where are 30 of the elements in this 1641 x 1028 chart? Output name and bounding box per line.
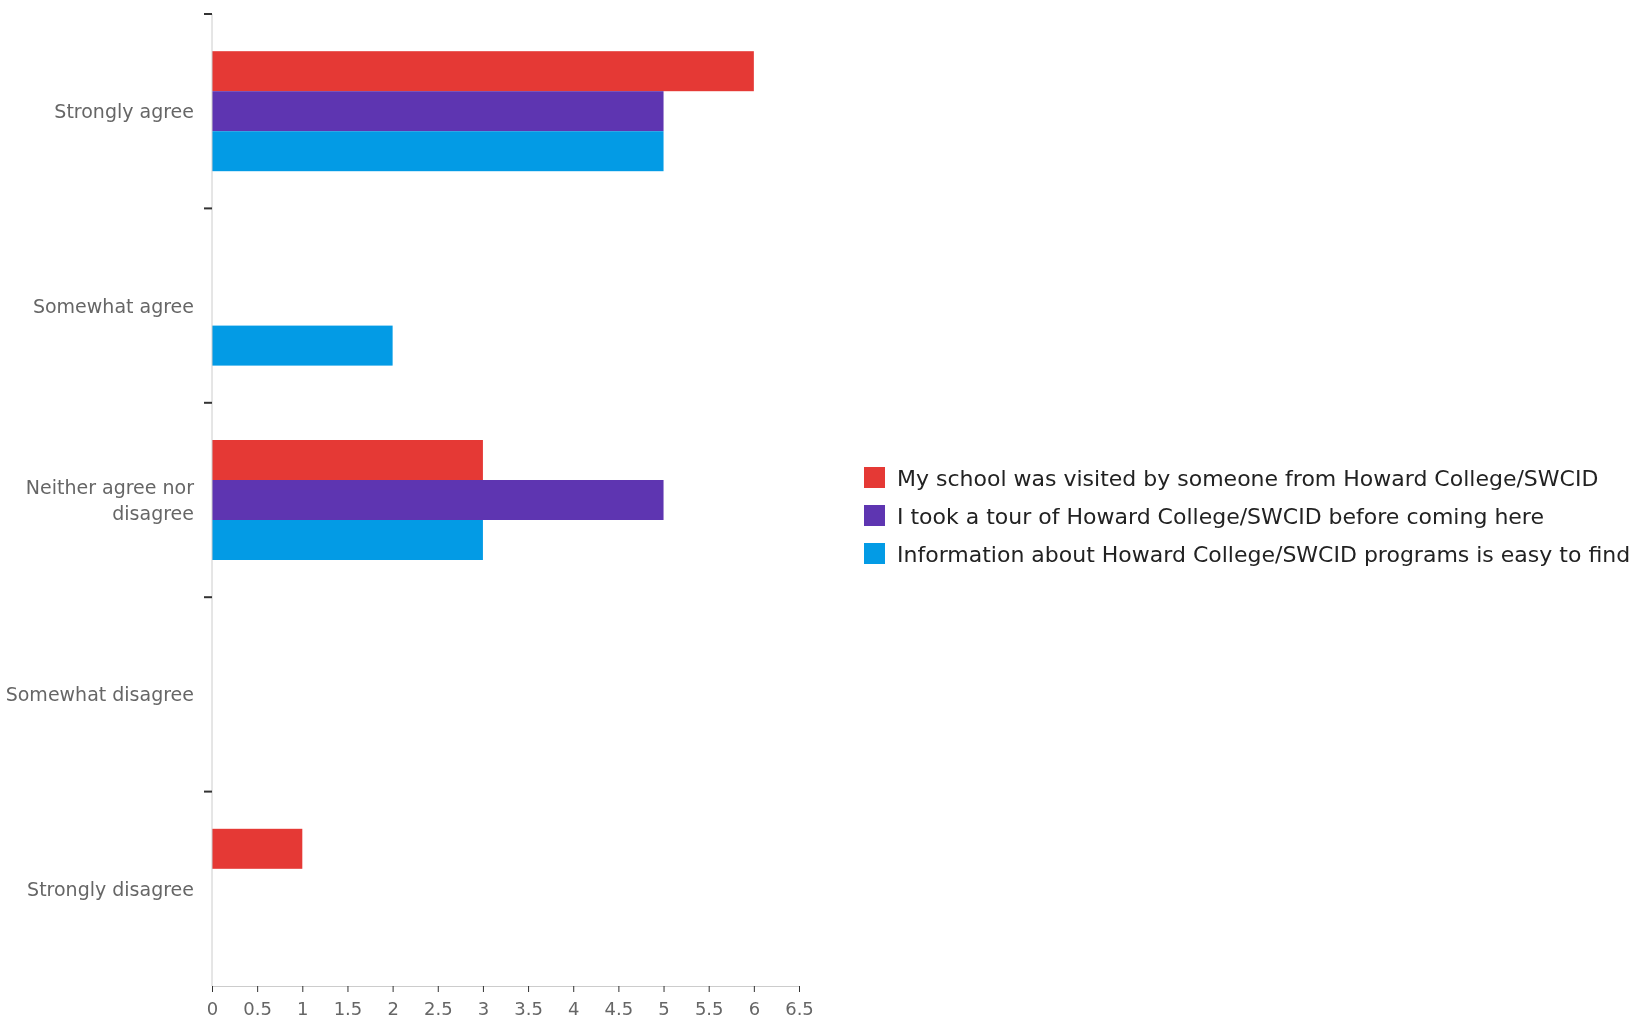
y-tick-label: Somewhat disagree [5, 683, 194, 706]
x-tick-label: 4 [568, 997, 580, 1019]
bar [212, 325, 393, 366]
y-tick-label: Strongly agree [54, 100, 194, 123]
y-tick-label: Neither agree nor disagree [25, 476, 195, 524]
bar [212, 520, 483, 560]
legend-label: I took a tour of Howard College/SWCID before coming here [897, 504, 1544, 529]
x-tick-label: 5 [658, 997, 670, 1019]
x-tick-label: 1.5 [333, 997, 363, 1019]
bar [212, 91, 664, 132]
x-tick-label: 3 [477, 997, 490, 1019]
bar [212, 51, 754, 92]
legend-label: Information about Howard College/SWCID programs is easy to find [897, 542, 1631, 567]
y-tick-label: Strongly disagree [27, 877, 194, 900]
x-tick-label: 6.5 [785, 997, 814, 1019]
y-tick-label: Somewhat agree [32, 294, 194, 317]
x-tick-label: 3.5 [514, 997, 543, 1019]
x-tick-label: 4.5 [604, 997, 634, 1019]
x-tick-label: 2 [387, 997, 399, 1019]
legend-label: My school was visited by someone from Howard College/SWCID [897, 466, 1599, 491]
x-tick-label: 6 [748, 997, 761, 1019]
x-tick-label: 5.5 [694, 997, 724, 1019]
bar [212, 828, 303, 869]
x-tick-label: 0.5 [243, 997, 272, 1019]
x-tick-label: 1 [297, 997, 309, 1019]
x-tick-label: 0 [206, 997, 219, 1019]
bar [212, 131, 664, 172]
x-tick-label: 2.5 [423, 997, 453, 1019]
bar [212, 440, 483, 480]
bar [212, 480, 664, 520]
